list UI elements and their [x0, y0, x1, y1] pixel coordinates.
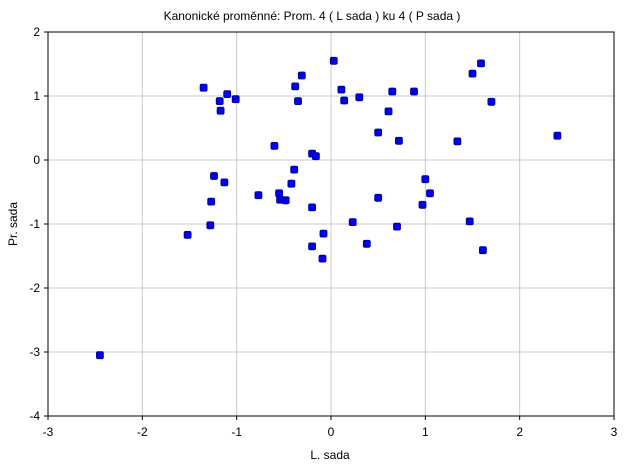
data-point [553, 131, 562, 140]
data-point [318, 254, 327, 263]
data-point [308, 242, 317, 251]
data-point [294, 97, 302, 105]
y-tick-label: -2 [29, 281, 40, 295]
data-point [374, 128, 383, 137]
data-point [348, 218, 357, 227]
data-point [199, 83, 208, 92]
data-point [337, 85, 346, 94]
data-point [453, 137, 462, 146]
data-point [421, 175, 430, 184]
x-tick-label: -1 [231, 425, 242, 439]
y-tick-label: 2 [33, 25, 40, 39]
data-point [418, 200, 427, 209]
data-point [281, 196, 290, 205]
data-point [478, 246, 487, 255]
data-point [254, 191, 263, 200]
data-point [216, 106, 225, 115]
data-point [223, 90, 232, 98]
data-point [311, 152, 320, 161]
x-axis-label: L. sada [310, 448, 350, 462]
data-point [487, 97, 496, 106]
data-point [410, 87, 418, 96]
data-point [220, 178, 229, 187]
data-point [388, 87, 397, 96]
data-point [355, 93, 364, 102]
data-point [468, 69, 477, 78]
y-tick-label: -4 [29, 409, 40, 423]
x-tick-label: 2 [516, 425, 523, 439]
data-point [183, 230, 192, 239]
data-point [270, 141, 279, 150]
x-tick-label: -3 [43, 425, 54, 439]
data-point [465, 217, 474, 226]
data-point [275, 189, 284, 198]
chart-title: Kanonické proměnné: Prom. 4 ( L sada ) k… [164, 9, 461, 23]
y-tick-label: 0 [33, 153, 40, 167]
x-tick-label: 0 [328, 425, 335, 439]
data-point [394, 136, 403, 145]
data-point [207, 197, 216, 206]
data-point [96, 351, 104, 360]
data-point [340, 96, 349, 105]
grid-lines [48, 32, 614, 416]
data-point [206, 221, 215, 230]
x-tick-label: 3 [611, 425, 618, 439]
y-tick-label: 1 [33, 89, 40, 103]
data-point [231, 95, 240, 104]
data-point [210, 172, 218, 180]
data-point [393, 222, 401, 231]
data-point [215, 97, 224, 105]
data-point [297, 71, 306, 80]
x-tick-label: -2 [137, 425, 148, 439]
data-point [290, 165, 299, 174]
data-point [308, 203, 317, 212]
x-tick-label: 1 [422, 425, 429, 439]
x-axis-ticks: -3 -2 -1 0 1 2 3 [43, 416, 618, 439]
data-point [287, 179, 296, 188]
data-point [291, 82, 300, 91]
data-points [96, 56, 562, 360]
data-point [477, 59, 485, 68]
data-point [362, 239, 371, 248]
data-point [319, 229, 328, 238]
data-point [426, 189, 434, 198]
y-tick-label: -3 [29, 345, 40, 359]
data-point [384, 107, 393, 116]
data-point [374, 193, 383, 202]
y-tick-label: -1 [29, 217, 40, 231]
y-axis-label: Pr. sada [6, 202, 20, 246]
data-point [329, 56, 338, 65]
y-axis-ticks: 2 1 0 -1 -2 -3 -4 [29, 25, 48, 423]
